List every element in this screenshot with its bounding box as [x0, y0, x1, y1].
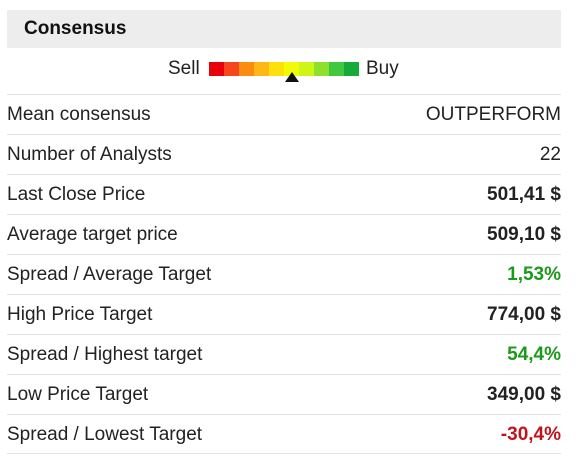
gauge-segment — [329, 62, 344, 76]
row-label: Mean consensus — [7, 104, 151, 125]
gauge-segment — [239, 62, 254, 76]
gauge-marker-icon — [284, 72, 299, 82]
row-value: 22 — [539, 144, 561, 165]
row-value: -30,4% — [500, 424, 561, 445]
panel-title: Consensus — [24, 18, 127, 39]
gauge-segment — [299, 62, 314, 76]
row-value: 54,4% — [507, 344, 561, 365]
row-spread-highest-target: Spread / Highest target 54,4% — [7, 334, 561, 374]
gauge-segment — [254, 62, 269, 76]
row-value: 1,53% — [507, 264, 561, 285]
row-average-target-price: Average target price 509,10 $ — [7, 214, 561, 254]
gauge-sell-label: Sell — [168, 58, 200, 79]
row-last-close-price: Last Close Price 501,41 $ — [7, 174, 561, 214]
row-value: 349,00 $ — [487, 384, 561, 405]
row-mean-consensus: Mean consensus OUTPERFORM — [7, 94, 561, 134]
row-label: Average target price — [7, 224, 178, 245]
gauge-segment — [344, 62, 359, 76]
gauge-segment — [269, 62, 284, 76]
row-spread-lowest-target: Spread / Lowest Target -30,4% — [7, 414, 561, 454]
row-value: 501,41 $ — [487, 184, 561, 205]
consensus-table: Mean consensus OUTPERFORM Number of Anal… — [7, 94, 561, 454]
row-label: Last Close Price — [7, 184, 146, 205]
row-number-of-analysts: Number of Analysts 22 — [7, 134, 561, 174]
row-label: Spread / Highest target — [7, 344, 203, 365]
row-value: OUTPERFORM — [425, 104, 561, 125]
row-label: Low Price Target — [7, 384, 149, 405]
consensus-gauge: Sell Buy — [0, 56, 576, 84]
row-label: High Price Target — [7, 304, 153, 325]
row-label: Spread / Average Target — [7, 264, 212, 285]
gauge-color-bar — [209, 62, 359, 76]
gauge-buy-label: Buy — [366, 58, 399, 79]
row-value: 509,10 $ — [487, 224, 561, 245]
row-label: Spread / Lowest Target — [7, 424, 203, 445]
row-value: 774,00 $ — [487, 304, 561, 325]
row-high-price-target: High Price Target 774,00 $ — [7, 294, 561, 334]
row-low-price-target: Low Price Target 349,00 $ — [7, 374, 561, 414]
consensus-header: Consensus — [7, 10, 561, 48]
gauge-segment — [314, 62, 329, 76]
row-spread-average-target: Spread / Average Target 1,53% — [7, 254, 561, 294]
gauge-segment — [224, 62, 239, 76]
gauge-segment — [209, 62, 224, 76]
row-label: Number of Analysts — [7, 144, 172, 165]
